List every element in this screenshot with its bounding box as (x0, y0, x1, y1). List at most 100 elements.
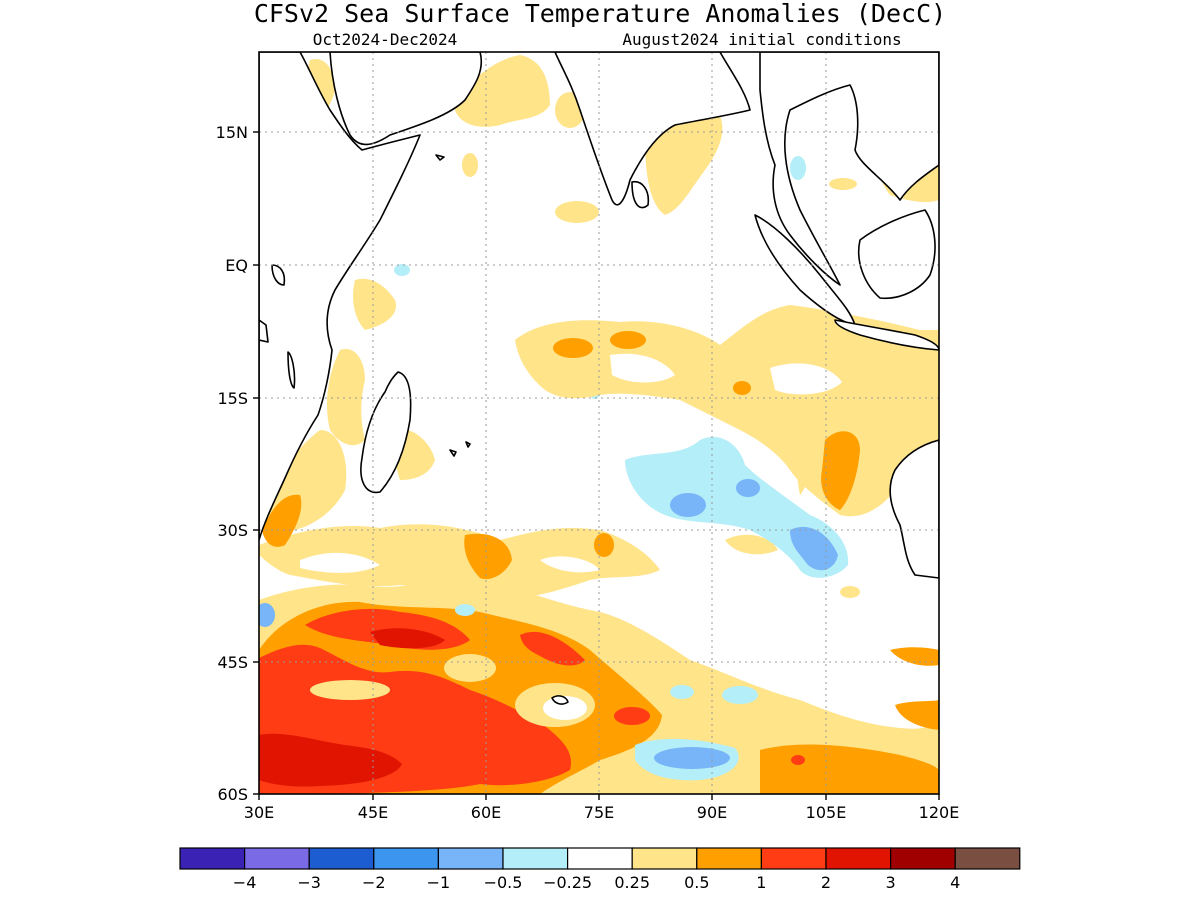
kerguelen-coastline (551, 695, 569, 705)
lon-label: 105E (806, 803, 847, 822)
lat-label: 45S (217, 653, 248, 672)
lon-label: 45E (358, 803, 388, 822)
anomaly-patch-025-east-hole (610, 353, 675, 383)
map-title: CFSv2 Sea Surface Temperature Anomalies … (254, 0, 946, 28)
colorbar-label: 3 (886, 873, 896, 892)
anomaly-patch-05-mid (259, 524, 660, 599)
anomaly-patch-1-mid-b (594, 533, 614, 557)
lat-label: 15S (217, 389, 248, 408)
srilanka-coastline (631, 180, 650, 209)
anomaly-patch-3-south (259, 733, 402, 787)
colorbar-swatch (244, 847, 310, 870)
lon-label: 60E (471, 803, 501, 822)
forecast-period: Oct2024-Dec2024 (313, 30, 458, 49)
anomaly-patch-05-arabian-d (462, 153, 478, 177)
tick-marks (253, 131, 940, 800)
anomaly-patch-neg05-central-b (736, 479, 760, 497)
anomaly-patch-2-small (614, 707, 650, 725)
indochina-coastline (759, 52, 939, 286)
anomaly-patch-025-east-hole-b (770, 363, 842, 395)
lat-label: EQ (225, 256, 248, 275)
colorbar-swatch (954, 847, 1021, 870)
colorbar-label: −4 (233, 873, 257, 892)
colorbar-swatch (760, 847, 827, 870)
anomaly-patch-neg025-a (722, 686, 758, 704)
colorbar-label: 0.25 (614, 873, 650, 892)
anomaly-patch-05-hole-a (444, 654, 496, 682)
anomaly-patch-1-east-d (610, 331, 646, 349)
coastlines (259, 52, 939, 705)
colorbar-label: −3 (297, 873, 321, 892)
anomaly-patch-05-mid-b (725, 534, 778, 555)
lat-label: 30S (217, 521, 248, 540)
borneo-coastline (857, 209, 936, 300)
lon-label: 120E (919, 803, 960, 822)
socotra-coastline (435, 154, 445, 161)
madagascar-coastline (360, 371, 412, 494)
anomaly-patch-1-east-c (553, 338, 593, 358)
anomaly-patch-05-mid-c (840, 586, 860, 598)
anomaly-patch-025-mid-hole-b (540, 556, 600, 573)
lon-label: 30E (244, 803, 274, 822)
latitude-labels: 15N EQ 15S 30S 45S 60S (216, 123, 248, 804)
anomaly-patch-neg025-c (259, 603, 275, 627)
anomaly-patch-1-east (890, 647, 939, 666)
colorbar-swatch (179, 847, 246, 870)
colorbar-swatch (889, 847, 956, 870)
lat-label: 15N (216, 123, 248, 142)
anomaly-patch-neg025-d (455, 604, 475, 616)
comoros-coastline (287, 351, 296, 389)
colorbar-label: 0.5 (684, 873, 709, 892)
anomaly-patch-1-east-f (821, 431, 860, 510)
anomaly-patch-1-east-e (733, 381, 751, 395)
anomaly-patch-1-east-b (895, 700, 939, 730)
zanzibar-coastline (271, 264, 286, 286)
mainland-sliver (259, 319, 269, 343)
colorbar-labels: −4 −3 −2 −1 −0.5 −0.25 0.25 0.5 1 2 3 4 (233, 873, 960, 892)
anomaly-patch-neg05-central-c (790, 526, 838, 571)
colorbar-label: 2 (821, 873, 831, 892)
lat-label: 60S (217, 785, 248, 804)
arabia-coastline (329, 52, 483, 146)
colorbar-label: −2 (362, 873, 386, 892)
colorbar-swatch (631, 847, 698, 870)
india-coastline (554, 52, 751, 206)
colorbar-label: −0.5 (484, 873, 523, 892)
mauritius-coastline (449, 449, 457, 457)
colorbar-swatch (308, 847, 375, 870)
reunion-coastline (465, 441, 471, 448)
anomaly-patch-neg05-south (654, 747, 730, 769)
colorbar (179, 847, 1021, 870)
longitude-labels: 30E 45E 60E 75E 90E 105E 120E (244, 803, 960, 822)
anomaly-field (259, 52, 939, 794)
colorbar-swatch (566, 847, 633, 870)
anomaly-patch-1-mid (464, 533, 512, 580)
anomaly-patch-05-westcoast (327, 349, 365, 446)
colorbar-label: 4 (950, 873, 960, 892)
initial-conditions: August2024 initial conditions (622, 30, 901, 49)
anomaly-patch-025-mid-hole (300, 552, 380, 573)
map-gridlines (259, 52, 939, 794)
australia-coastline (889, 439, 939, 579)
africa-coastline (259, 52, 421, 541)
colorbar-swatch (373, 847, 439, 870)
anomaly-patch-1-southeast (760, 744, 939, 794)
colorbar-label: 1 (756, 873, 766, 892)
anomaly-patch-3-band (370, 628, 445, 649)
anomaly-patch-05-arabian-c (555, 201, 599, 223)
anomaly-patch-05-east-b (795, 419, 819, 495)
anomaly-patch-2-east (520, 631, 585, 666)
anomaly-patch-neg05-central-a (670, 493, 706, 517)
anomaly-patch-05-bengal (645, 106, 723, 215)
anomaly-patch-05-andaman (829, 178, 857, 190)
colorbar-swatch (825, 847, 892, 870)
colorbar-label: −0.25 (543, 873, 592, 892)
anomaly-patch-2-southeast (791, 755, 805, 765)
colorbar-label: −1 (427, 873, 451, 892)
anomaly-patch-neg025-west (394, 264, 410, 276)
anomaly-patch-neg025-b (670, 685, 694, 699)
colorbar-swatch (696, 847, 762, 870)
anomaly-patch-1-mozambique (262, 494, 302, 547)
lon-label: 90E (697, 803, 727, 822)
